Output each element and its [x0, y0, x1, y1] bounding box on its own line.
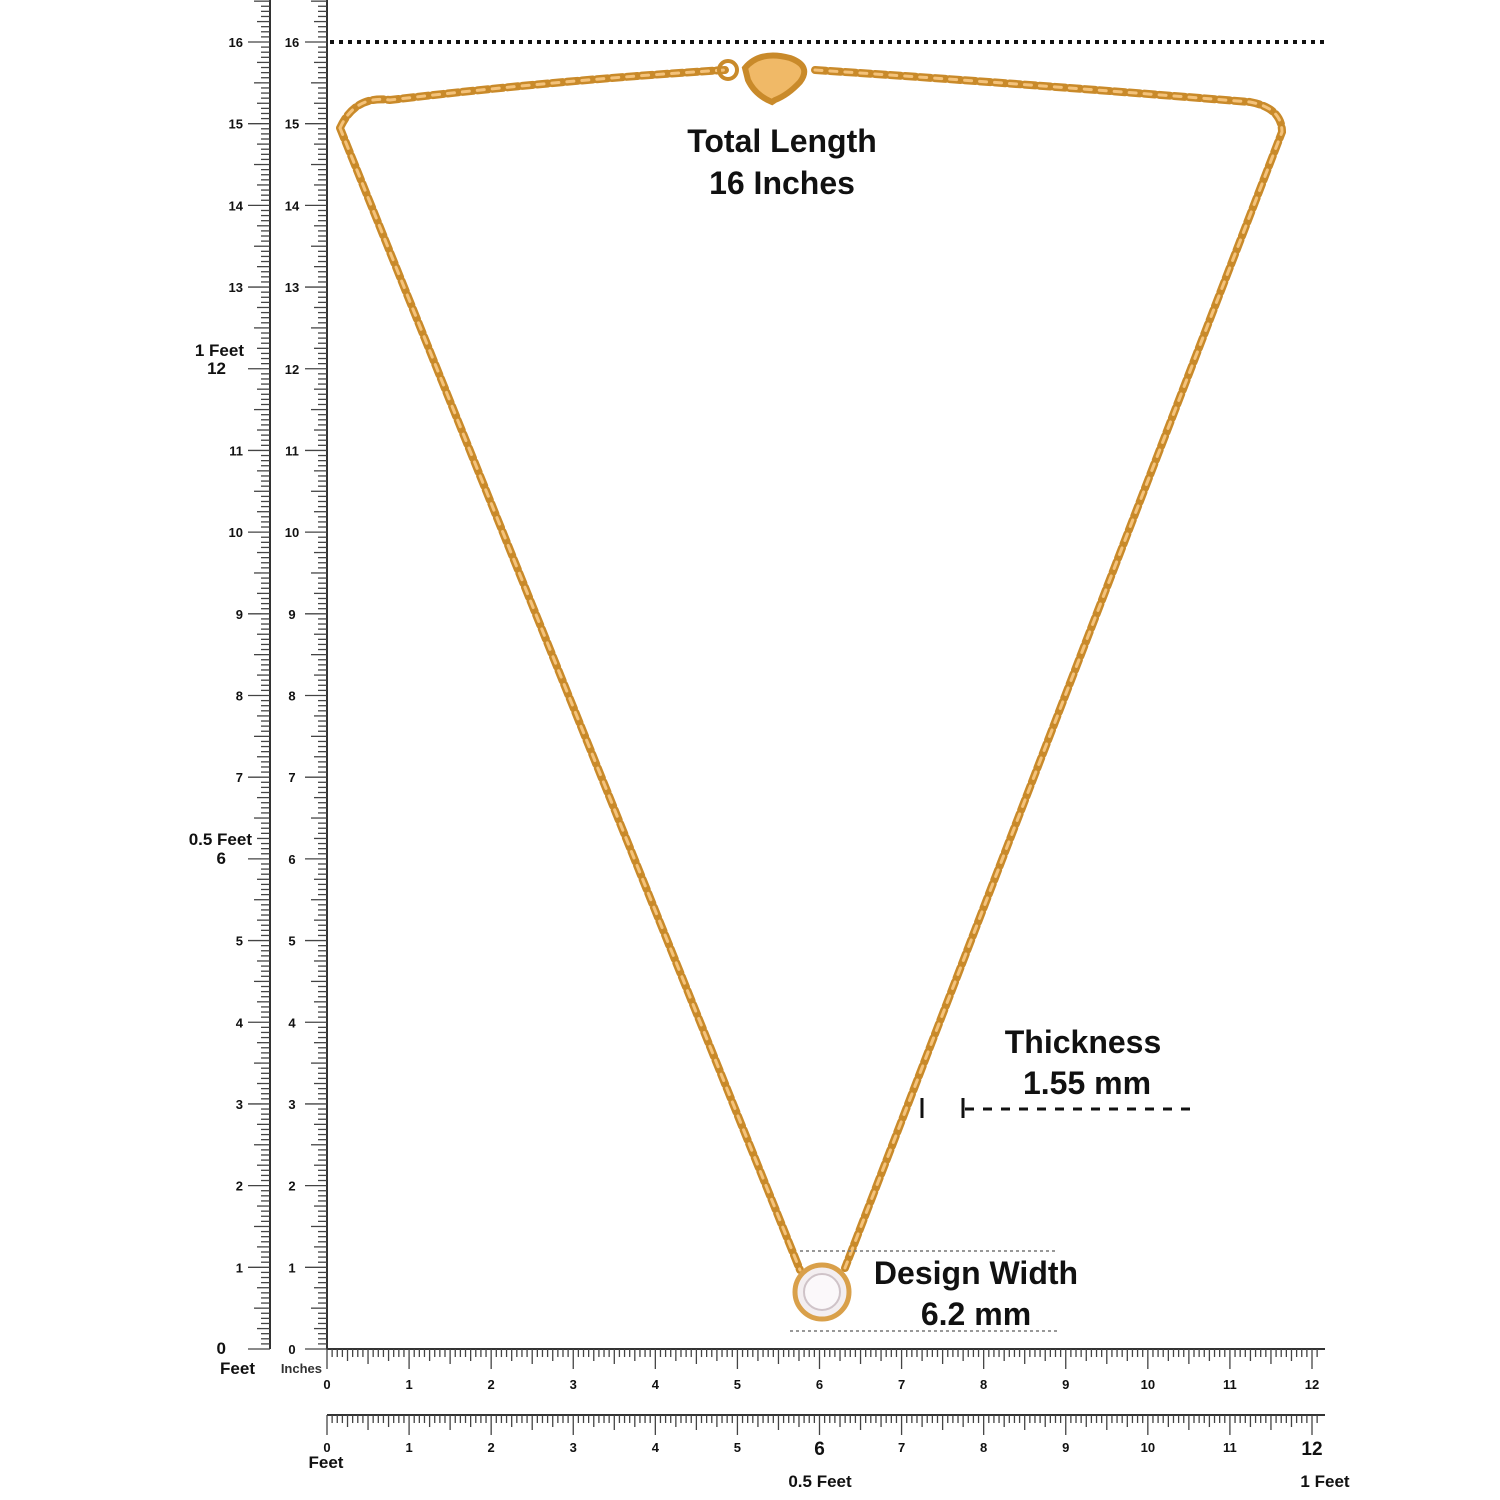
width-guide [790, 1250, 1058, 1332]
ruler-label: 14 [285, 198, 300, 213]
ruler-label: 0 [323, 1377, 330, 1392]
ruler-label: 2 [288, 1179, 295, 1194]
ruler-label: 10 [1141, 1440, 1155, 1455]
ruler-label: 8 [236, 689, 243, 704]
ruler-label: 16 [285, 35, 299, 50]
ruler-label: 6 [814, 1439, 825, 1460]
ruler-label: 8 [980, 1440, 987, 1455]
ruler-label: 7 [288, 770, 295, 785]
annotation-value: 6.2 mm [921, 1296, 1031, 1332]
ruler-label: 3 [570, 1440, 577, 1455]
ruler-unit: Feet [309, 1453, 344, 1472]
ruler-label: 12 [207, 359, 226, 378]
ruler-label: 11 [229, 443, 243, 458]
ruler-label: 11 [285, 443, 299, 458]
ruler-label: 11 [1223, 1377, 1237, 1392]
ruler-label: 10 [229, 525, 243, 540]
ruler-label: 5 [734, 1440, 741, 1455]
ruler-label: 8 [980, 1377, 987, 1392]
ruler-label: 3 [570, 1377, 577, 1392]
ruler-label: 12 [1301, 1439, 1322, 1460]
ruler-marker: 0.5 Feet [788, 1472, 852, 1491]
ruler-label: 4 [288, 1015, 296, 1030]
ruler-label: 9 [236, 607, 243, 622]
ruler-marker: 0.5 Feet [189, 830, 253, 849]
ruler-label: 6 [816, 1377, 823, 1392]
annotation-value: 16 Inches [709, 165, 855, 201]
ruler-label: 8 [288, 689, 295, 704]
ruler-label: 6 [288, 852, 295, 867]
ruler-label: 10 [285, 525, 299, 540]
ruler-label: 13 [229, 280, 243, 295]
ruler-label: 11 [1223, 1440, 1237, 1455]
ruler-label: 10 [1141, 1377, 1155, 1392]
ruler-label: 2 [488, 1440, 495, 1455]
ruler-label: 16 [229, 35, 243, 50]
necklace [336, 52, 1287, 1322]
ruler-label: 5 [288, 934, 295, 949]
ruler-label: 6 [217, 849, 226, 868]
ruler-label: 7 [898, 1440, 905, 1455]
ruler-label: 7 [236, 770, 243, 785]
ruler-label: 9 [288, 607, 295, 622]
annotation-value: 1.55 mm [1023, 1065, 1151, 1101]
ruler-marker: 1 Feet [1300, 1472, 1349, 1491]
ruler-label: 0 [288, 1342, 295, 1357]
ruler-label: 5 [236, 934, 243, 949]
ruler-label: 1 [288, 1260, 295, 1275]
ruler-label: 13 [285, 280, 299, 295]
ruler-label: 4 [236, 1015, 244, 1030]
thickness-guide [920, 1098, 1190, 1118]
ruler-label: 2 [488, 1377, 495, 1392]
ruler-label: 15 [229, 117, 243, 132]
ruler-label: 12 [285, 362, 299, 377]
ruler-label: 5 [734, 1377, 741, 1392]
annotation-label: Thickness [1005, 1024, 1162, 1060]
ruler-label: 4 [652, 1377, 660, 1392]
ruler-label: 15 [285, 117, 299, 132]
ruler-unit: Feet [220, 1359, 255, 1378]
ruler-label: 0 [217, 1339, 226, 1358]
ruler-label: 9 [1062, 1440, 1069, 1455]
ruler-label: 7 [898, 1377, 905, 1392]
ruler-label: 2 [236, 1179, 243, 1194]
ruler-marker: 1 Feet [195, 341, 244, 360]
ruler-label: 3 [236, 1097, 243, 1112]
ruler-label: 9 [1062, 1377, 1069, 1392]
ruler-label: 1 [405, 1377, 412, 1392]
ruler-label: 0 [323, 1440, 330, 1455]
annotation-label: Total Length [687, 123, 877, 159]
ruler-label: 12 [1305, 1377, 1319, 1392]
ruler-unit: Inches [281, 1361, 322, 1376]
ruler-label: 1 [236, 1260, 243, 1275]
ruler-label: 14 [229, 198, 244, 213]
annotation-label: Design Width [874, 1255, 1078, 1291]
ruler-label: 3 [288, 1097, 295, 1112]
ruler-label: 1 [405, 1440, 412, 1455]
ruler-label: 4 [652, 1440, 660, 1455]
